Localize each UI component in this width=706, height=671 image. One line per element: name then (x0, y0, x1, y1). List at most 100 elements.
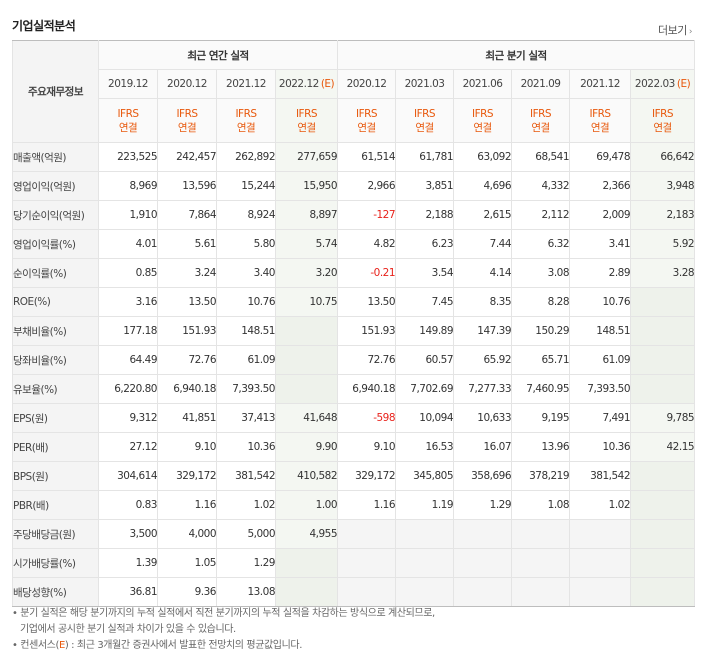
period-label: 2021.03 (404, 78, 445, 90)
period-header-row: 2019.12 2020.12 2021.12 2022.12 (E) 2020.12 20… (13, 69, 696, 99)
value-cell (511, 577, 571, 607)
value-cell: 0.83 (98, 490, 158, 520)
table-row: 영업이익률(%) 4.01 5.61 5.80 5.74 4.82 6.23 7.44 6.32… (12, 229, 696, 259)
value-cell: 151.93 (157, 316, 217, 346)
value-cell: 5.80 (216, 229, 276, 259)
table-body: 매출액(억원) 223,525 242,457 262,892 277,659 61,51… (12, 142, 696, 607)
period-header: 2022.12 (E) (274, 69, 339, 99)
value-cell: 5.74 (274, 229, 339, 259)
value-cell: 1.02 (569, 490, 632, 520)
period-label: 2021.09 (520, 78, 561, 90)
value-cell: 72.76 (337, 345, 397, 375)
value-cell: 7,393.50 (216, 374, 276, 404)
value-cell: 4,000 (157, 519, 217, 549)
value-cell: 37,413 (216, 403, 276, 433)
ifrs-header: IFRS 연결 (274, 98, 339, 143)
period-label: 2021.12 (580, 78, 620, 90)
value-cell: 9.36 (157, 577, 217, 607)
period-header: 2020.12 (337, 69, 397, 99)
row-label: 당기순이익(억원) (12, 200, 99, 230)
table-row: BPS(원) 304,614 329,172 381,542 410,582 329,17… (12, 461, 696, 491)
row-label: PER(배) (12, 432, 99, 462)
value-cell (630, 316, 696, 346)
consolidated-label: 연결 (531, 121, 550, 134)
more-link[interactable]: 더보기 › (658, 22, 693, 38)
value-cell: 41,648 (274, 403, 339, 433)
ifrs-header: IFRS 연결 (98, 98, 158, 143)
value-cell: 2,009 (569, 200, 632, 230)
row-label: 부채비율(%) (12, 316, 99, 346)
value-cell: 148.51 (569, 316, 632, 346)
value-cell: 10.75 (274, 287, 339, 317)
value-cell: 4.14 (453, 258, 513, 288)
value-cell: 8,924 (216, 200, 276, 230)
table-row: 당기순이익(억원) 1,910 7,864 8,924 8,897 -127 2,188 2,… (12, 200, 696, 230)
ifrs-label: IFRS (117, 107, 139, 120)
more-link-label[interactable]: 더보기 (658, 24, 687, 37)
value-cell: 3.54 (395, 258, 455, 288)
value-cell (630, 490, 696, 520)
value-cell: 42.15 (630, 432, 696, 462)
value-cell: 3.28 (630, 258, 696, 288)
value-cell: 69,478 (569, 142, 632, 172)
value-cell: 3.40 (216, 258, 276, 288)
consolidated-label: 연결 (415, 121, 434, 134)
group-header-row: 주요재무정보 최근 연간 실적 최근 분기 실적 (12, 40, 696, 143)
value-cell: 5.61 (157, 229, 217, 259)
value-cell (569, 577, 632, 607)
value-cell (274, 345, 339, 375)
value-cell: 9,195 (511, 403, 571, 433)
ifrs-header: IFRS 연결 (511, 98, 571, 143)
period-header: 2021.09 (511, 69, 571, 99)
value-cell: 1,910 (98, 200, 158, 230)
value-cell: 10.76 (569, 287, 632, 317)
value-cell: -598 (337, 403, 397, 433)
value-cell: 6,940.18 (157, 374, 217, 404)
row-label: PBR(배) (12, 490, 99, 520)
value-cell: 13.50 (337, 287, 397, 317)
value-cell: 7,277.33 (453, 374, 513, 404)
row-label: 시가배당률(%) (12, 548, 99, 578)
value-cell: 10.36 (569, 432, 632, 462)
value-cell: 3,948 (630, 171, 696, 201)
value-cell: 223,525 (98, 142, 158, 172)
ifrs-header: IFRS 연결 (337, 98, 397, 143)
value-cell: 63,092 (453, 142, 513, 172)
value-cell: 27.12 (98, 432, 158, 462)
value-cell: 36.81 (98, 577, 158, 607)
value-cell (395, 548, 455, 578)
value-cell: 7,491 (569, 403, 632, 433)
table-row: EPS(원) 9,312 41,851 37,413 41,648 -598 10,094 1… (12, 403, 696, 433)
value-cell: 16.07 (453, 432, 513, 462)
value-cell: 2,966 (337, 171, 397, 201)
table-row: 주당배당금(원) 3,500 4,000 5,000 4,955 (12, 519, 696, 549)
row-label: BPS(원) (12, 461, 99, 491)
footnote-1-cont: 기업에서 공시한 분기 실적과 차이가 있을 수 있습니다. (20, 624, 236, 635)
value-cell: 8,969 (98, 171, 158, 201)
value-cell: 61.09 (569, 345, 632, 375)
value-cell: 4,955 (274, 519, 339, 549)
table-row: 순이익률(%) 0.85 3.24 3.40 3.20 -0.21 3.54 4.14 3.08… (12, 258, 696, 288)
value-cell (630, 461, 696, 491)
value-cell: 1.29 (216, 548, 276, 578)
table-row: 유보율(%) 6,220.80 6,940.18 7,393.50 6,940.18 7,… (12, 374, 696, 404)
table-row: 배당성향(%) 36.81 9.36 13.08 (12, 577, 696, 607)
value-cell: 329,172 (157, 461, 217, 491)
table-row: 당좌비율(%) 64.49 72.76 61.09 72.76 60.57 65.92 65.… (12, 345, 696, 375)
ifrs-header: IFRS 연결 (395, 98, 455, 143)
estimate-mark: (E) (676, 78, 691, 90)
period-label: 2022.03 (634, 78, 675, 90)
value-cell: 1.00 (274, 490, 339, 520)
value-cell: 9.90 (274, 432, 339, 462)
row-label: 영업이익(억원) (12, 171, 99, 201)
value-cell: 9.10 (337, 432, 397, 462)
value-cell: 9.10 (157, 432, 217, 462)
value-cell: 72.76 (157, 345, 217, 375)
ifrs-label: IFRS (295, 107, 318, 120)
value-cell: 177.18 (98, 316, 158, 346)
value-cell (630, 345, 696, 375)
ifrs-label: IFRS (651, 107, 674, 120)
financial-table: 주요재무정보 최근 연간 실적 최근 분기 실적 2019.12 2020.12 2… (12, 40, 696, 607)
value-cell: 2,366 (569, 171, 632, 201)
ifrs-header: IFRS 연결 (157, 98, 217, 143)
